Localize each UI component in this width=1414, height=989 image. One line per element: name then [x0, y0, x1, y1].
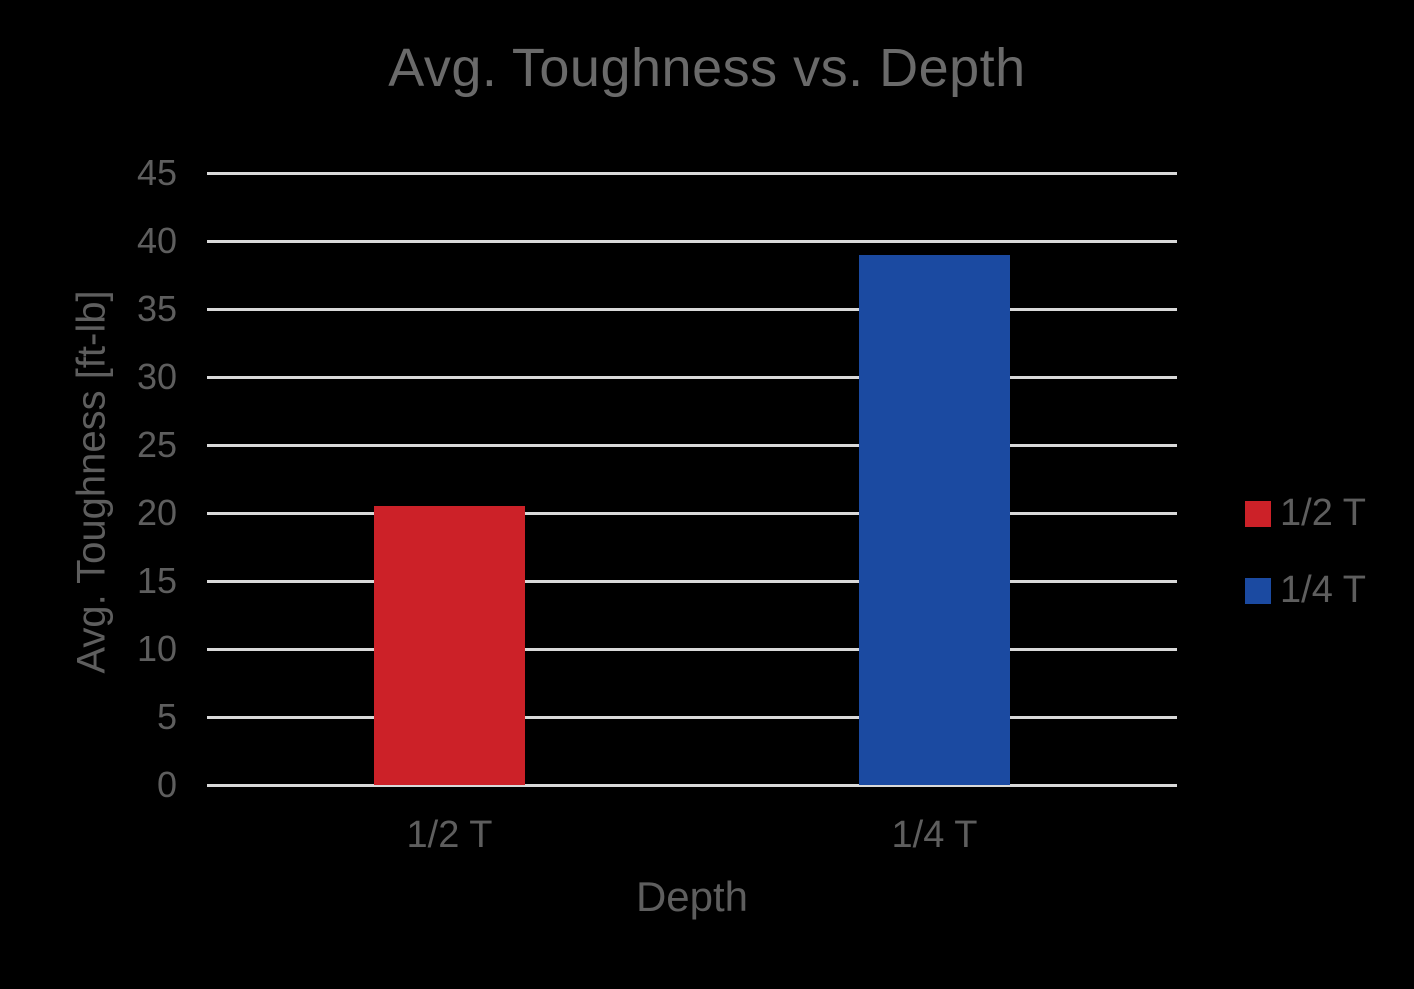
x-axis-title: Depth — [635, 873, 749, 920]
legend-item-2: 1/4 T — [1245, 569, 1366, 612]
legend-label: 1/2 T — [1280, 492, 1366, 534]
y-tick-label-45: 45 — [136, 152, 177, 193]
y-tick-label-40: 40 — [136, 220, 177, 261]
legend-item-1: 1/2 T — [1245, 492, 1366, 535]
legend-label: 1/4 T — [1280, 569, 1366, 611]
y-tick-label-30: 30 — [136, 356, 177, 397]
y-tick-label-5: 5 — [156, 696, 177, 737]
y-tick-label-15: 15 — [136, 560, 177, 601]
bar-1-4-t — [859, 254, 1010, 785]
gridline-45 — [207, 171, 1177, 175]
gridline-30 — [207, 375, 1177, 379]
bar-1-2-t — [374, 506, 525, 785]
gridline-35 — [207, 307, 1177, 311]
gridline-5 — [207, 715, 1177, 719]
y-tick-label-35: 35 — [136, 288, 177, 329]
gridline-40 — [207, 239, 1177, 243]
gridline-10 — [207, 647, 1177, 651]
gridline-0 — [207, 783, 1177, 787]
legend-swatch-icon — [1245, 500, 1271, 527]
legend-swatch-icon — [1245, 577, 1271, 604]
legend: 1/2 T 1/4 T — [1245, 492, 1366, 612]
y-tick-label-25: 25 — [136, 424, 177, 465]
y-tick-label-20: 20 — [136, 492, 177, 533]
x-tick-label-1-4-t: 1/4 T — [891, 814, 978, 856]
gridline-20 — [207, 511, 1177, 515]
y-axis-title: Avg. Toughness [ft-lb] — [69, 290, 114, 674]
y-tick-label-10: 10 — [136, 628, 177, 669]
gridline-25 — [207, 443, 1177, 447]
chart-title: Avg. Toughness vs. Depth — [388, 38, 1026, 98]
y-tick-label-0: 0 — [156, 764, 177, 805]
x-tick-label-1-2-t: 1/2 T — [406, 814, 493, 856]
gridline-15 — [207, 579, 1177, 583]
